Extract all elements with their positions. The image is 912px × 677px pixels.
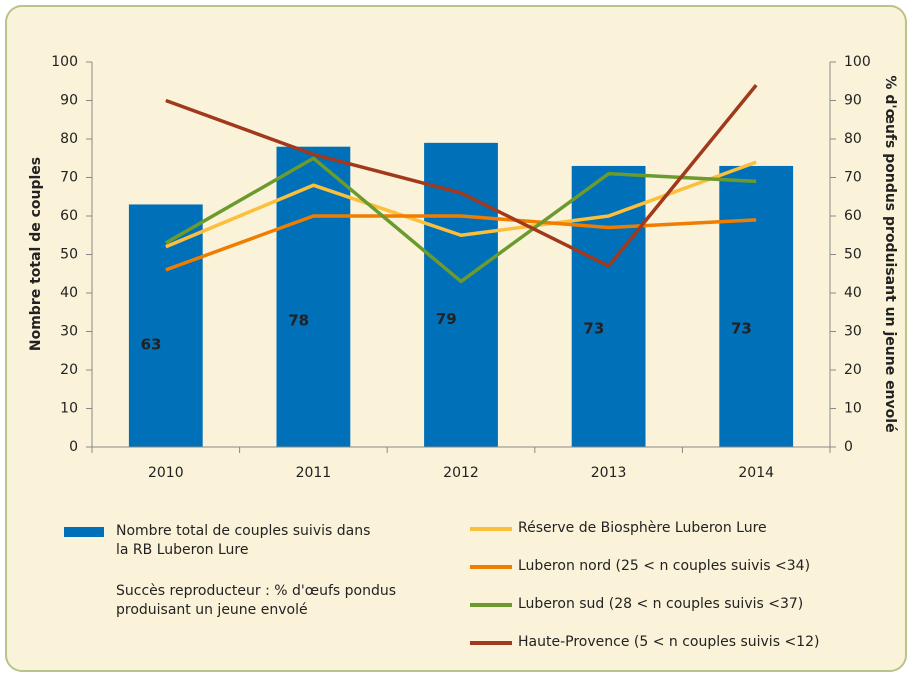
legend-note: Succès reproducteur : % d'œufs pondus pr… [116,583,397,618]
y2-tick-label: 50 [844,247,862,263]
y-tick-label: 30 [60,324,78,340]
y-tick-label: 80 [60,131,78,147]
y-tick-label: 40 [60,285,78,301]
line-series [165,160,757,249]
y-tick-label: 0 [69,439,78,455]
legend-swatch [470,603,512,607]
x-tick-label: 2013 [591,465,627,481]
bar-value-label: 73 [583,319,604,337]
y-tick-label: 70 [60,170,78,186]
legend-label: Réserve de Biosphère Luberon Lure [518,520,767,536]
bar-value-label: 73 [731,319,752,337]
x-tick-label: 2010 [148,465,184,481]
y2-tick-label: 10 [844,401,862,417]
bar [719,165,794,447]
y2-tick-label: 80 [844,131,862,147]
legend-swatch [470,641,512,645]
bar [571,165,646,447]
legend-swatch [470,527,512,531]
x-tick-label: 2014 [738,465,774,481]
bar [128,204,203,447]
y-tick-label: 100 [51,54,78,70]
y2-tick-label: 20 [844,362,862,378]
y-tick-label: 60 [60,208,78,224]
y-tick-label: 90 [60,93,78,109]
bar [424,142,498,447]
y2-tick-label: 40 [844,285,862,301]
legend-label: Luberon sud (28 < n couples suivis <37) [518,596,804,612]
y2-axis-label: % d'œufs pondus produisant un jeune envo… [882,75,898,432]
legend-label: Nombre total de couples suivis dans la R… [116,523,371,558]
x-tick-label: 2012 [443,465,479,481]
y2-tick-label: 100 [844,54,871,70]
legend-label: Luberon nord (25 < n couples suivis <34) [518,558,811,574]
y-tick-label: 20 [60,362,78,378]
y2-tick-label: 90 [844,93,862,109]
bar [276,146,351,447]
y-axis-label: Nombre total de couples [28,157,44,351]
y-tick-label: 10 [60,401,78,417]
bar-value-label: 79 [436,310,457,328]
y2-tick-label: 60 [844,208,862,224]
legend-swatch [470,565,512,569]
line-series [164,156,757,284]
line-series [165,83,758,268]
line-series [165,214,757,272]
y2-tick-label: 70 [844,170,862,186]
legend-swatch [64,527,104,537]
bar-value-label: 63 [141,336,162,354]
y-tick-label: 50 [60,247,78,263]
y2-tick-label: 0 [844,439,853,455]
y2-tick-label: 30 [844,324,862,340]
bar-value-label: 78 [288,311,309,329]
x-tick-label: 2011 [296,465,332,481]
legend-label: Haute-Provence (5 < n couples suivis <12… [518,634,820,650]
